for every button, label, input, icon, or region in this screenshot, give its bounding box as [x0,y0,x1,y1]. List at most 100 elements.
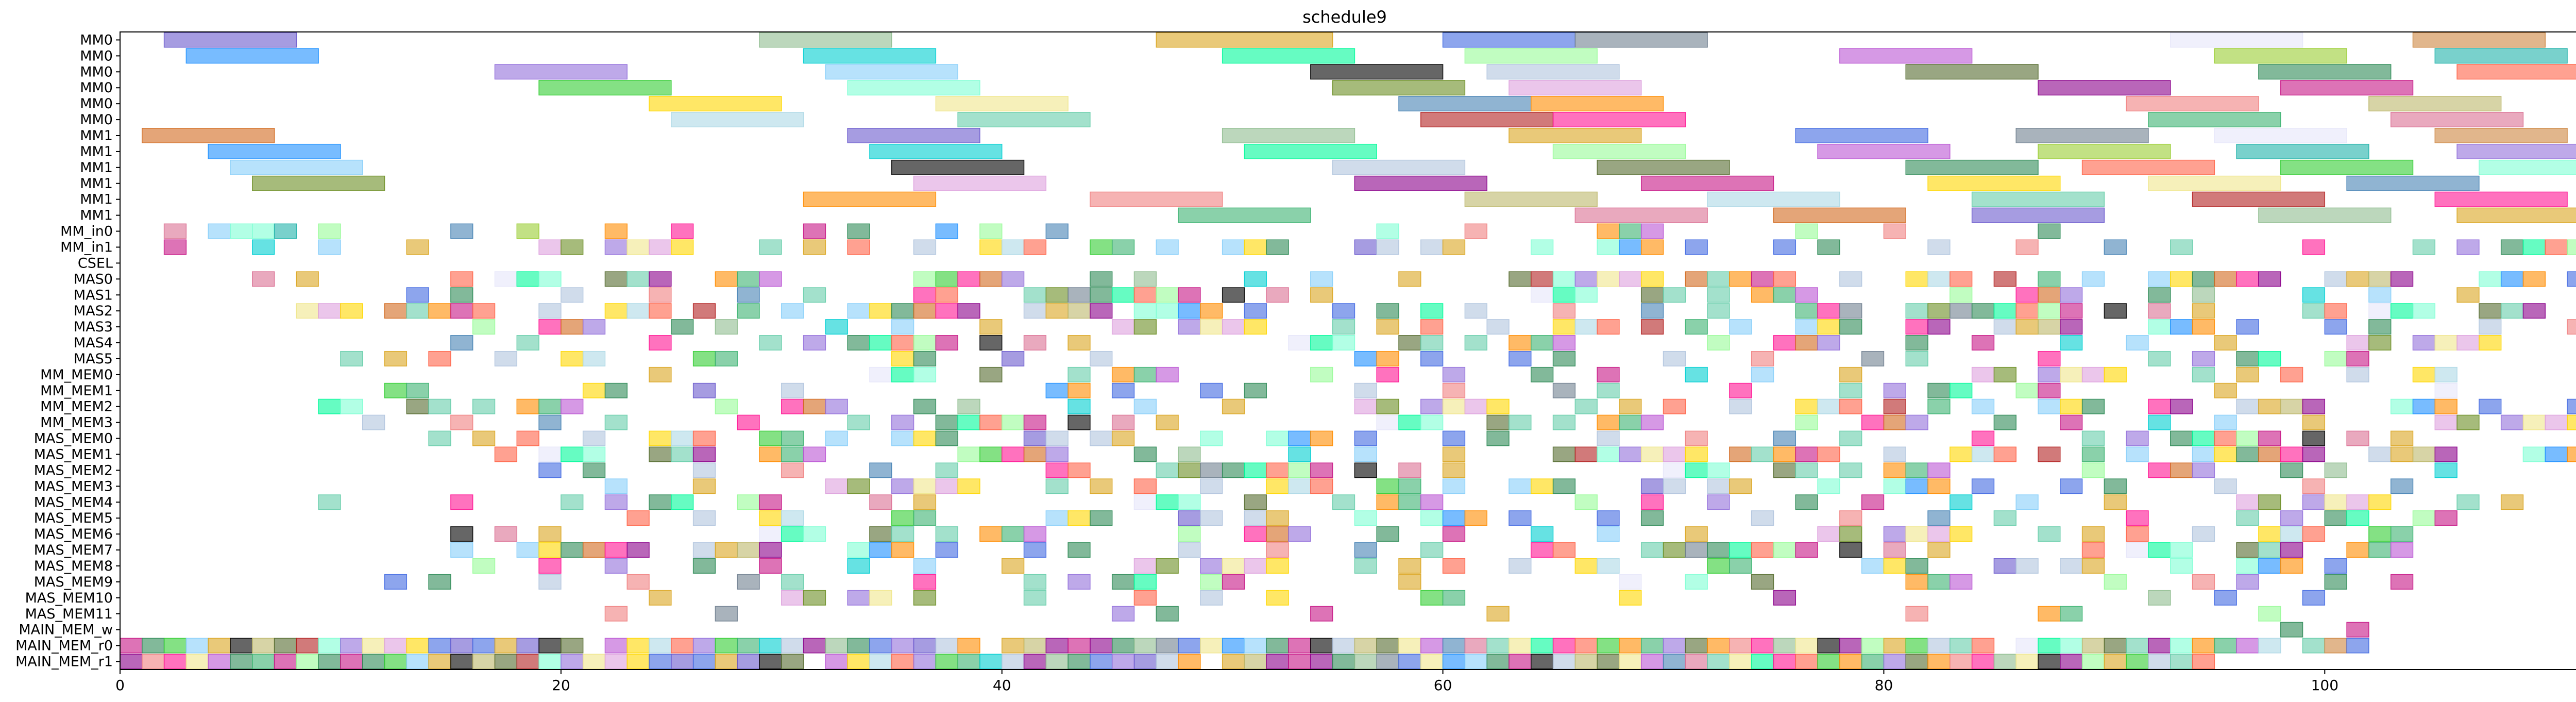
task-block [979,239,1003,255]
task-block [1133,366,1157,382]
task-block [891,478,914,494]
task-block [692,382,716,398]
task-block [1200,558,1223,574]
task-block [1795,398,1818,414]
task-block [1354,558,1377,574]
task-block [2081,430,2105,446]
task-block [1266,430,1289,446]
task-block [2015,558,2039,574]
task-block [1509,510,1532,526]
task-block [1398,638,1421,654]
task-block [2236,430,2259,446]
task-block [1376,223,1399,239]
task-block [869,366,892,382]
task-block [1950,494,1973,510]
task-block [737,287,760,303]
task-block [1927,478,1951,494]
task-block [1795,446,1818,462]
task-block [692,510,716,526]
task-block [2081,446,2105,462]
task-block [2346,335,2369,351]
task-block [1001,446,1025,462]
y-tick-label: MAS_MEM3 [34,478,113,494]
task-block [1111,382,1135,398]
task-block [891,366,914,382]
y-tick-label: MAS_MEM0 [34,431,113,447]
task-block [1751,271,1774,287]
task-block [737,574,760,590]
task-block [516,542,539,558]
task-block [450,287,473,303]
task-block [1178,510,1201,526]
task-block [1795,494,1818,510]
task-block [1266,590,1289,606]
task-block [2302,638,2326,654]
task-block [384,350,408,366]
task-block [1288,526,1311,542]
task-block [2456,239,2480,255]
task-block [671,239,694,255]
task-block [2412,398,2436,414]
task-block [1817,398,1840,414]
task-block [1111,574,1135,590]
task-block [1839,398,1862,414]
task-block [1883,558,1906,574]
task-block [2302,287,2326,303]
task-block [494,526,518,542]
task-block [450,638,473,654]
task-block [1707,494,1730,510]
task-block [428,398,451,414]
task-block [604,223,628,239]
task-block [450,494,473,510]
task-block [230,638,253,654]
task-block [692,638,716,654]
y-tick-label: MM1 [80,128,113,144]
task-block [1619,590,1642,606]
task-block [913,430,937,446]
task-block [1729,542,1752,558]
task-block [1398,414,1421,430]
task-block [1090,654,1113,670]
task-block [1111,430,1135,446]
task-block [1266,654,1289,670]
task-block [1045,287,1069,303]
task-block [1597,414,1620,430]
task-block [1464,223,1487,239]
task-block [803,287,826,303]
task-block [2412,303,2436,319]
task-block [1310,638,1333,654]
task-block [1310,462,1333,478]
task-block [1178,638,1201,654]
task-block [1067,510,1091,526]
task-block [869,526,892,542]
task-block [1927,382,1951,398]
task-bar [1156,32,1333,48]
task-block [1773,446,1797,462]
task-block [1354,430,1377,446]
task-block [2015,303,2039,319]
task-block [1354,239,1377,255]
task-bar [1464,48,1598,64]
task-bar [538,80,672,96]
task-block [296,271,319,287]
task-block [1156,494,1179,510]
task-block [1222,574,1245,590]
y-tick-label: MM_MEM1 [40,383,113,399]
task-block [1685,239,1708,255]
task-block [1266,510,1289,526]
task-block [913,510,937,526]
task-block [2126,446,2149,462]
task-block [649,638,672,654]
task-block [737,494,760,510]
task-block [1619,414,1642,430]
task-block [935,638,958,654]
task-block [2346,271,2369,287]
task-bar [1817,143,1951,159]
task-block [2148,654,2171,670]
task-block [274,223,297,239]
task-block [1090,239,1113,255]
task-block [185,638,209,654]
task-block [1111,414,1135,430]
task-block [1354,462,1377,478]
task-block [1310,366,1333,382]
